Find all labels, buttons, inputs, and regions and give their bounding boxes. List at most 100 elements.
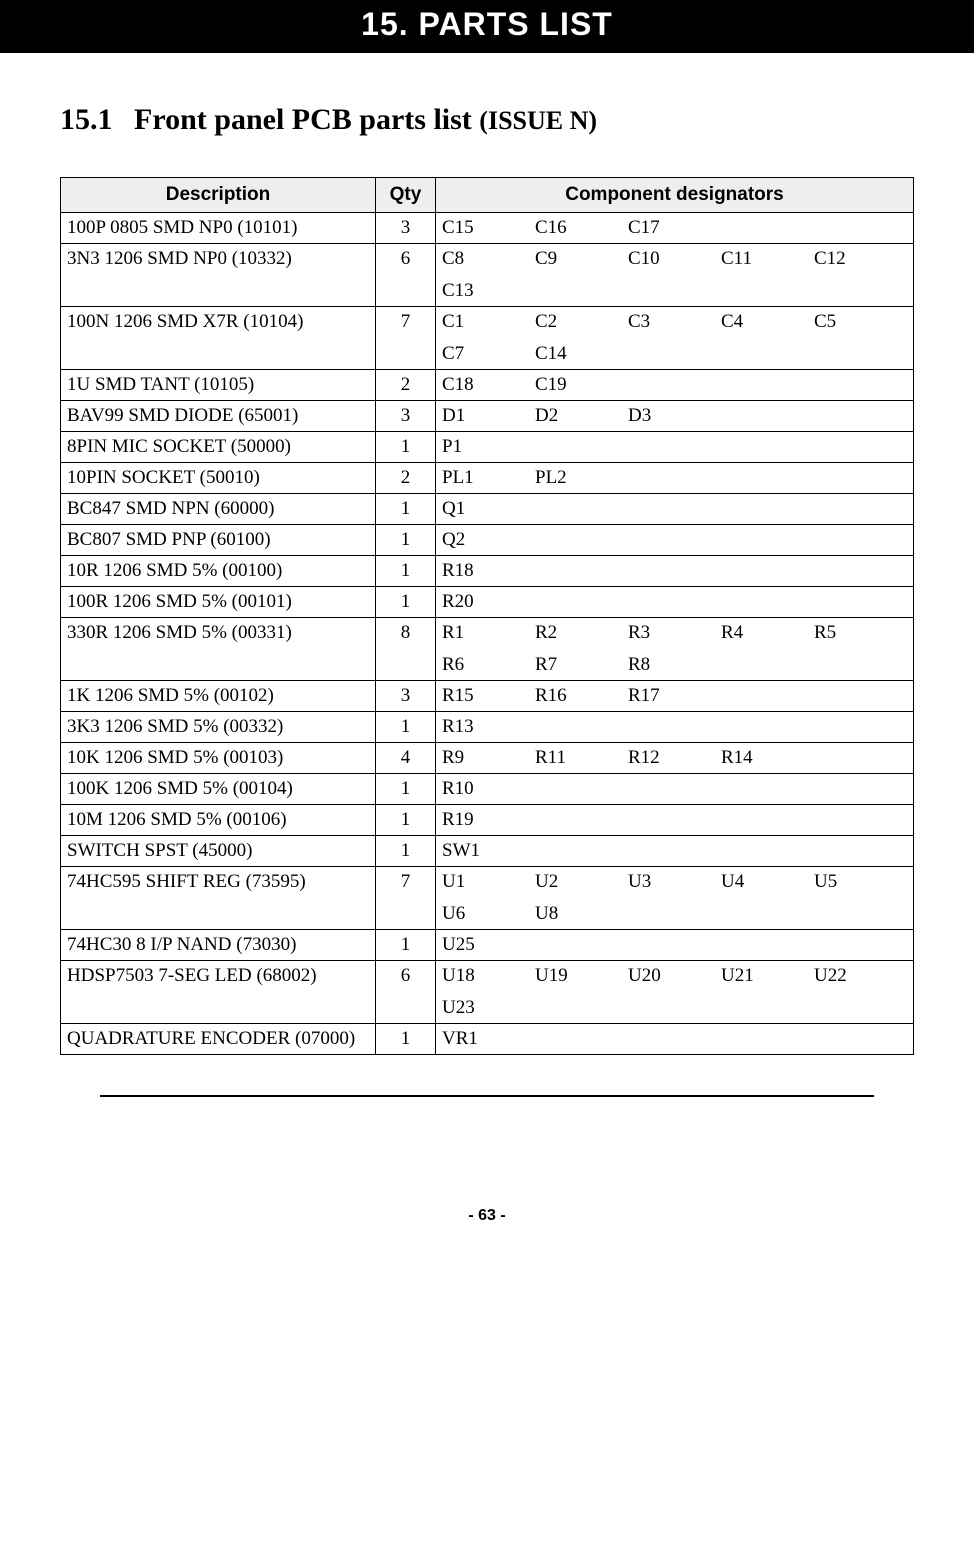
cell-qty: 6 [376,244,436,307]
cell-designators: PL1PL2 [436,463,914,494]
cell-description: 3K3 1206 SMD 5% (00332) [61,712,376,743]
designator: VR1 [442,1028,535,1050]
table-row: 100N 1206 SMD X7R (10104)7C1C2C3C4C5C7C1… [61,307,914,370]
cell-qty: 7 [376,867,436,930]
designator: R20 [442,591,535,613]
designator: U2 [535,871,628,893]
table-row: 1U SMD TANT (10105)2C18C19 [61,370,914,401]
cell-designators: D1D2D3 [436,401,914,432]
designator: R11 [535,747,628,769]
table-row: 100P 0805 SMD NP0 (10101)3C15C16C17 [61,213,914,244]
cell-designators: R15R16R17 [436,681,914,712]
table-row: SWITCH SPST (45000)1 SW1 [61,836,914,867]
cell-designators: P1 [436,432,914,463]
parts-table: Description Qty Component designators 10… [60,177,914,1055]
cell-qty: 1 [376,494,436,525]
designator: C12 [814,248,907,270]
cell-designators: U1U2U3U4U5U6U8 [436,867,914,930]
section-heading: 15.1 Front panel PCB parts list (ISSUE N… [60,103,914,137]
cell-description: 8PIN MIC SOCKET (50000) [61,432,376,463]
cell-qty: 1 [376,774,436,805]
designator: R16 [535,685,628,707]
designator: U23 [442,997,535,1019]
cell-qty: 1 [376,930,436,961]
table-row: 74HC30 8 I/P NAND (73030)1 U25 [61,930,914,961]
designator: SW1 [442,840,535,862]
table-row: 3K3 1206 SMD 5% (00332)1 R13 [61,712,914,743]
designator: R13 [442,716,535,738]
cell-qty: 1 [376,1024,436,1055]
table-row: 330R 1206 SMD 5% (00331)8R1R2R3R4R5R6R7R… [61,618,914,681]
designator: U8 [535,903,628,925]
footer-rule [100,1095,874,1097]
designator: C14 [535,343,628,365]
designator: C8 [442,248,535,270]
designator: U25 [442,934,535,956]
designator: R1 [442,622,535,644]
cell-description: QUADRATURE ENCODER (07000) [61,1024,376,1055]
designator: D2 [535,405,628,427]
cell-qty: 2 [376,370,436,401]
cell-qty: 3 [376,401,436,432]
table-header-row: Description Qty Component designators [61,178,914,213]
cell-designators: VR1 [436,1024,914,1055]
cell-designators: R1R2R3R4R5R6R7R8 [436,618,914,681]
cell-description: 10K 1206 SMD 5% (00103) [61,743,376,774]
designator: C11 [721,248,814,270]
cell-qty: 1 [376,836,436,867]
designator: R2 [535,622,628,644]
cell-description: 330R 1206 SMD 5% (00331) [61,618,376,681]
cell-qty: 1 [376,587,436,618]
designator: R8 [628,654,721,676]
section-number: 15.1 [60,103,113,136]
designator: R15 [442,685,535,707]
section-title: Front panel PCB parts list [134,103,472,136]
cell-designators: C1C2C3C4C5C7C14 [436,307,914,370]
designator: Q1 [442,498,535,520]
cell-designators: R9R11R12R14 [436,743,914,774]
cell-description: 3N3 1206 SMD NP0 (10332) [61,244,376,307]
cell-designators: Q2 [436,525,914,556]
cell-designators: U25 [436,930,914,961]
cell-description: SWITCH SPST (45000) [61,836,376,867]
cell-description: 100P 0805 SMD NP0 (10101) [61,213,376,244]
cell-qty: 3 [376,681,436,712]
designator: C4 [721,311,814,333]
designator: PL2 [535,467,628,489]
cell-description: HDSP7503 7-SEG LED (68002) [61,961,376,1024]
header-designators: Component designators [436,178,914,213]
designator: R19 [442,809,535,831]
table-row: 74HC595 SHIFT REG (73595)7U1U2U3U4U5U6U8 [61,867,914,930]
cell-designators: C15C16C17 [436,213,914,244]
cell-designators: R20 [436,587,914,618]
designator: C18 [442,374,535,396]
designator: R10 [442,778,535,800]
cell-description: BAV99 SMD DIODE (65001) [61,401,376,432]
cell-description: 1U SMD TANT (10105) [61,370,376,401]
table-row: 10M 1206 SMD 5% (00106)1R19 [61,805,914,836]
table-row: 10R 1206 SMD 5% (00100)1R18 [61,556,914,587]
cell-description: 10R 1206 SMD 5% (00100) [61,556,376,587]
cell-designators: R18 [436,556,914,587]
table-row: BAV99 SMD DIODE (65001)3D1D2D3 [61,401,914,432]
designator: PL1 [442,467,535,489]
designator: U6 [442,903,535,925]
cell-description: 100K 1206 SMD 5% (00104) [61,774,376,805]
designator: C15 [442,217,535,239]
designator: C7 [442,343,535,365]
cell-designators: R19 [436,805,914,836]
designator: U22 [814,965,907,987]
chapter-banner: 15. PARTS LIST [0,0,974,53]
designator: R6 [442,654,535,676]
cell-designators: R13 [436,712,914,743]
cell-description: BC807 SMD PNP (60100) [61,525,376,556]
cell-qty: 7 [376,307,436,370]
designator: C2 [535,311,628,333]
cell-qty: 8 [376,618,436,681]
table-row: 100K 1206 SMD 5% (00104)1 R10 [61,774,914,805]
cell-qty: 1 [376,712,436,743]
cell-description: 74HC30 8 I/P NAND (73030) [61,930,376,961]
designator: R7 [535,654,628,676]
designator: P1 [442,436,535,458]
designator: R4 [721,622,814,644]
